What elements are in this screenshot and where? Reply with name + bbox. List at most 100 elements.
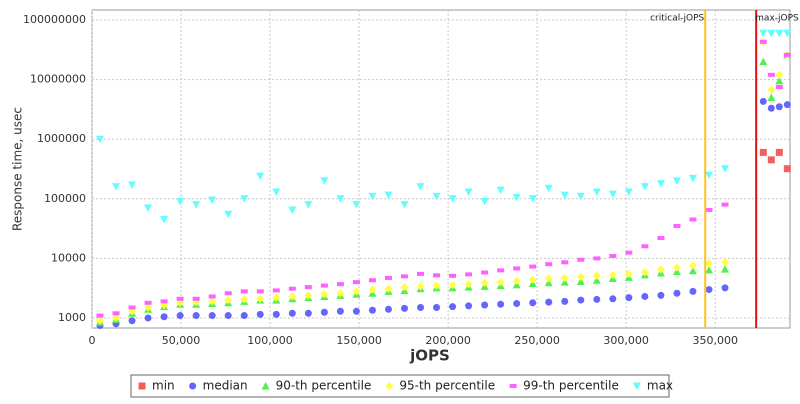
data-point (256, 310, 264, 318)
data-point (608, 190, 617, 199)
data-point (320, 308, 328, 316)
data-point (721, 258, 730, 267)
legend-box (130, 374, 670, 398)
data-point (352, 287, 361, 296)
data-point (192, 201, 201, 209)
data-point (528, 195, 537, 203)
data-point (288, 309, 296, 317)
data-point (783, 29, 792, 38)
data-point (608, 270, 617, 279)
data-point (528, 275, 537, 284)
data-point (144, 204, 153, 213)
data-point (352, 280, 360, 285)
data-point (775, 76, 784, 85)
data-point (767, 85, 776, 94)
data-point (224, 291, 232, 296)
data-point (240, 295, 249, 304)
legend-marker (632, 382, 641, 390)
legend-label: max (647, 379, 673, 393)
data-point (336, 195, 345, 203)
data-point (561, 297, 569, 305)
data-point (320, 177, 329, 185)
data-point (480, 198, 489, 206)
legend-marker (385, 382, 394, 390)
data-point (336, 307, 344, 315)
data-point (112, 183, 121, 191)
data-point (593, 256, 601, 261)
data-point (433, 273, 441, 278)
data-point (625, 250, 633, 255)
data-point (544, 274, 553, 283)
data-point (721, 265, 730, 273)
legend-marker (261, 382, 270, 390)
data-point (144, 314, 152, 322)
data-point (673, 223, 681, 228)
data-point (759, 57, 768, 66)
data-point (640, 268, 649, 277)
data-point (400, 283, 409, 292)
data-point (384, 191, 393, 200)
data-point (592, 188, 601, 197)
data-point (384, 284, 393, 293)
data-point (704, 259, 713, 268)
data-point (576, 272, 585, 281)
data-point (561, 260, 569, 265)
data-point (433, 304, 441, 312)
data-point (96, 316, 105, 325)
data-point (304, 291, 313, 300)
data-point (416, 282, 425, 291)
y-tick-label: 1000 (58, 311, 86, 324)
data-point (144, 303, 153, 312)
data-point (609, 253, 617, 258)
x-tick-label: 300,000 (603, 334, 649, 347)
data-point (449, 273, 457, 278)
data-point (721, 165, 730, 173)
x-tick-label: 100,000 (247, 334, 293, 347)
data-point (384, 275, 392, 280)
data-point (224, 296, 233, 305)
data-point (176, 312, 184, 320)
y-tick-label: 1000000 (37, 132, 86, 145)
data-point (336, 289, 345, 298)
data-point (705, 207, 713, 212)
x-tick-label: 200,000 (425, 334, 471, 347)
data-point (128, 181, 137, 190)
data-point (656, 265, 665, 274)
data-point (688, 261, 697, 270)
data-point (545, 262, 553, 267)
data-point (577, 257, 585, 262)
data-point (208, 196, 217, 205)
x-tick-label: 150,000 (336, 334, 382, 347)
data-point (721, 284, 729, 292)
data-point (272, 288, 280, 293)
data-point (657, 235, 665, 240)
y-tick-label: 100000000 (23, 13, 86, 26)
data-point (704, 265, 713, 274)
legend-label: 95-th percentile (399, 379, 495, 393)
data-point (417, 304, 425, 312)
data-point (775, 29, 784, 38)
data-point (529, 299, 537, 307)
data-point (481, 270, 489, 275)
data-point (576, 277, 585, 285)
data-point (256, 294, 265, 303)
data-point (320, 283, 328, 288)
data-point (304, 201, 313, 209)
data-point (240, 289, 248, 294)
data-point (176, 296, 184, 301)
data-point (783, 165, 791, 173)
data-point (529, 264, 537, 269)
data-point (208, 312, 216, 320)
data-point (759, 148, 767, 156)
data-point (767, 29, 776, 38)
x-tick-label: 0 (89, 334, 96, 347)
data-point (96, 135, 105, 144)
data-point (775, 103, 783, 111)
data-point (352, 201, 361, 209)
data-point (448, 195, 457, 203)
data-point (112, 314, 121, 323)
data-point (272, 310, 280, 318)
data-point (449, 303, 457, 311)
data-point (767, 72, 775, 77)
